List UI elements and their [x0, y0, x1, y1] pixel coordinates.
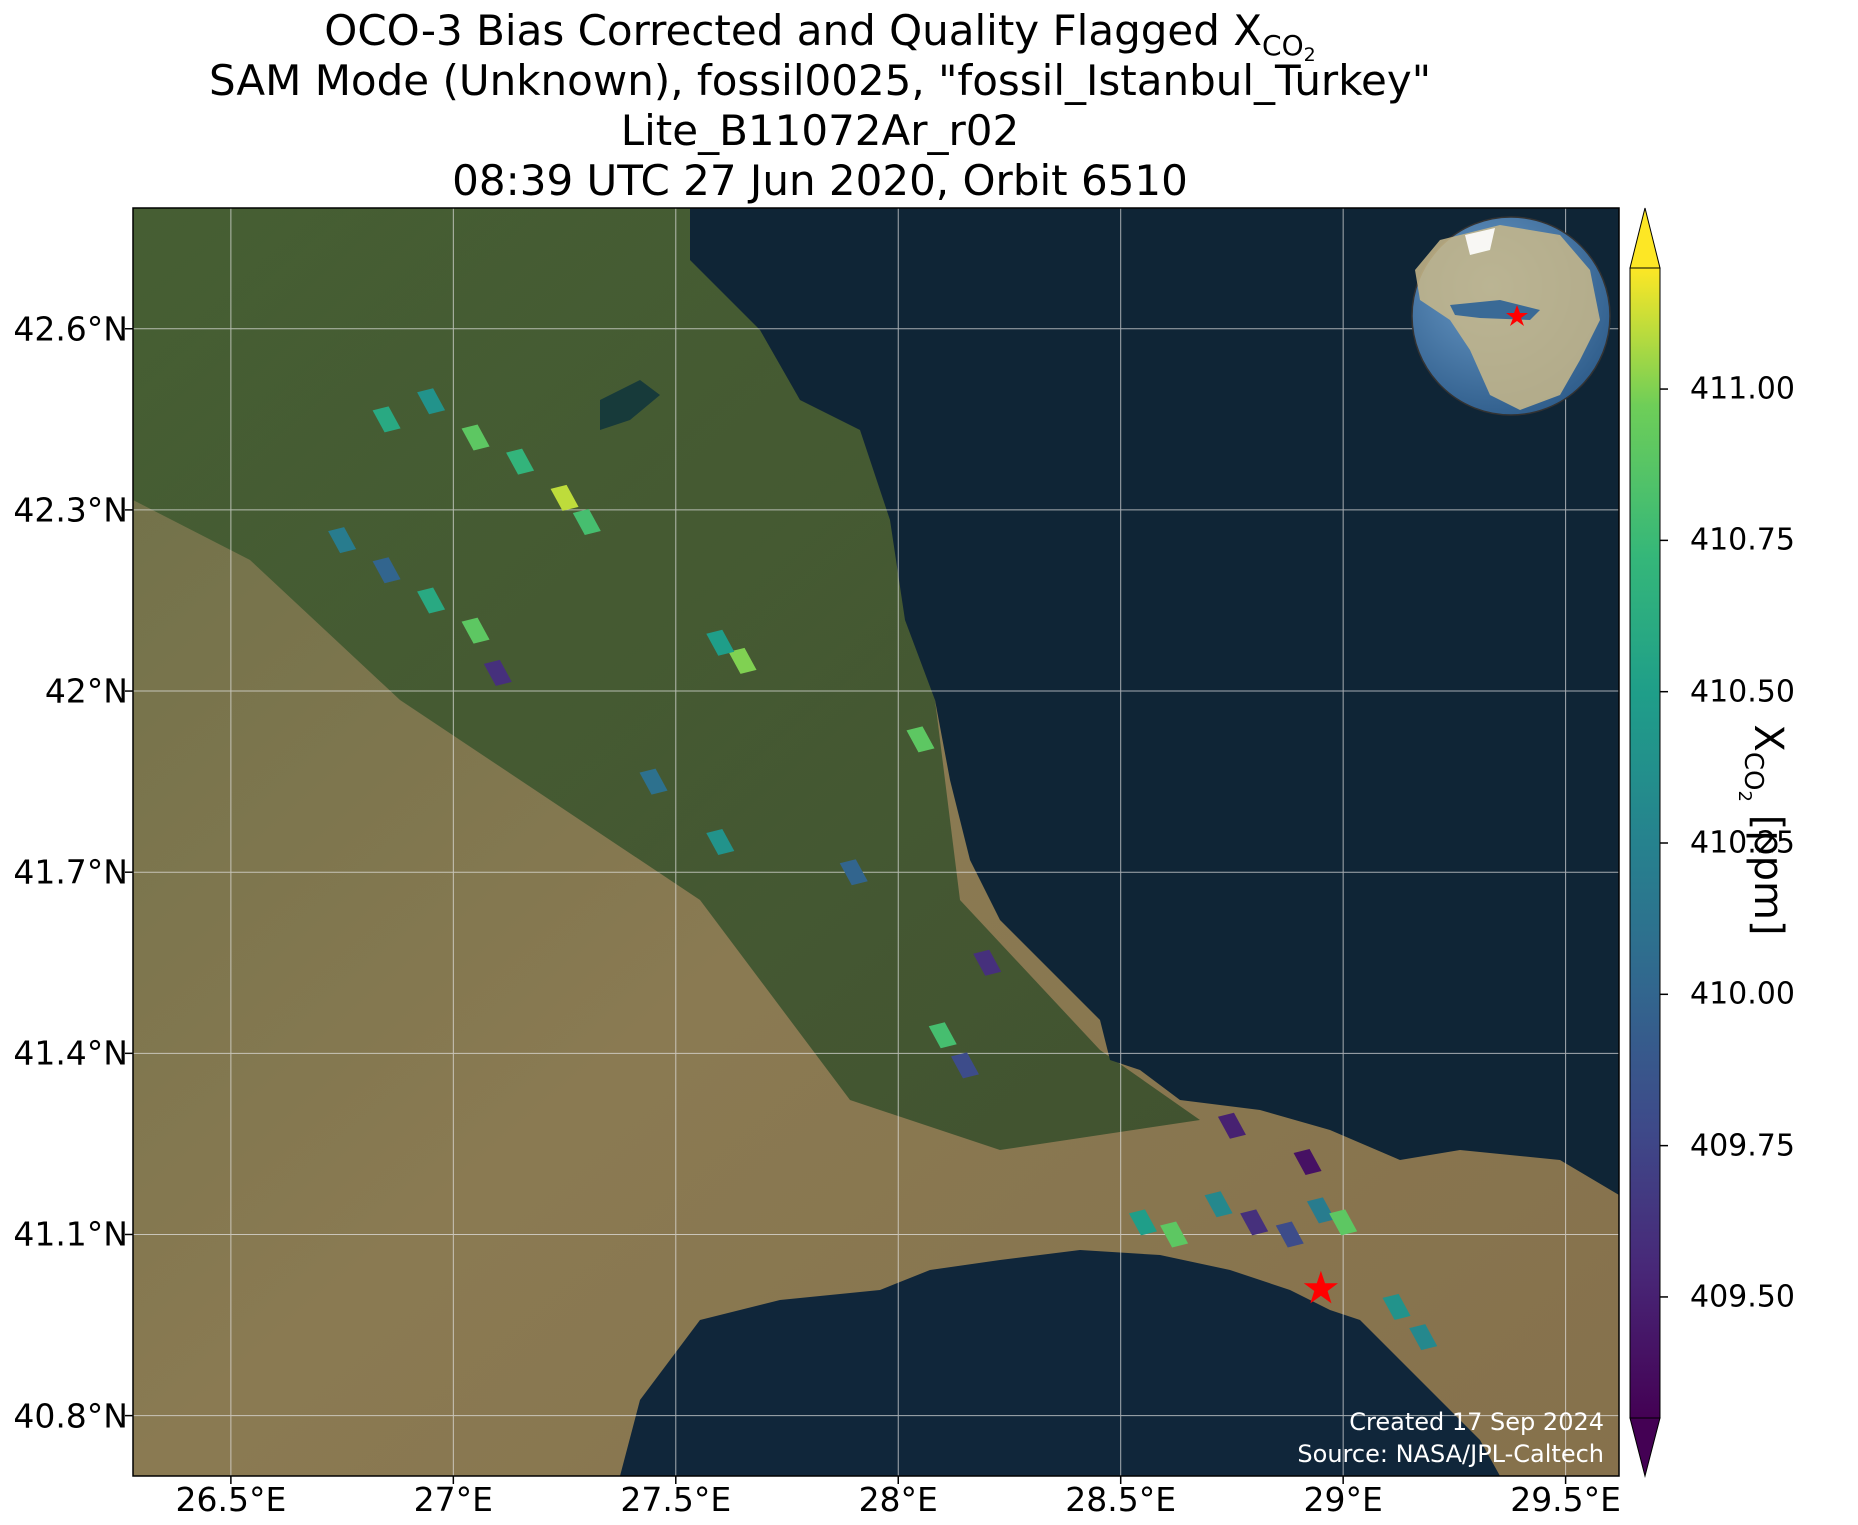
title-line-1: OCO-3 Bias Corrected and Quality Flagged…: [324, 6, 1316, 66]
colorbar-tick-label: 409.75: [1690, 1128, 1795, 1164]
sounding-footprint: [1275, 1221, 1304, 1248]
globe-greenland-icon: [1465, 228, 1495, 255]
sounding-footprint: [1217, 1112, 1246, 1139]
sounding-footprint: [728, 647, 757, 674]
colorbar-tick-label: 410.00: [1690, 976, 1795, 1012]
colorbar-tick-label: 410.25: [1690, 825, 1795, 861]
sounding-footprint: [1409, 1324, 1438, 1351]
forest-region: [133, 208, 1200, 1150]
x-tick-label: 28°E: [858, 1480, 938, 1519]
colorbar-extend-top: [1629, 207, 1661, 269]
y-tick-label: 40.8°N: [13, 1396, 128, 1436]
sounding-footprint: [372, 557, 401, 584]
sounding-footprint: [639, 768, 668, 795]
sounding-footprint: [1204, 1191, 1233, 1218]
sea-of-marmara: [620, 1250, 1500, 1476]
y-tick-label: 42.3°N: [13, 490, 128, 530]
colorbar-tick-label: 411.00: [1690, 371, 1795, 407]
black-sea: [690, 208, 1619, 1195]
sounding-footprint: [1329, 1209, 1358, 1236]
colorbar: [1629, 207, 1668, 1478]
sounding-footprint: [906, 726, 935, 753]
sounding-footprint: [1293, 1149, 1322, 1176]
colorbar-tick-label: 409.50: [1690, 1279, 1795, 1315]
soundings-layer: [328, 388, 1438, 1351]
title-line-3: Lite_B11072Ar_r02: [620, 106, 1020, 155]
colorbar-gradient: [1629, 267, 1661, 1419]
inset-globe: [1411, 216, 1611, 416]
sounding-footprint: [706, 629, 735, 656]
sounding-footprint: [550, 484, 579, 511]
lagoon: [600, 380, 660, 430]
sounding-footprint: [483, 659, 512, 686]
colorbar-tick-label: 410.50: [1690, 674, 1795, 710]
globe-star-icon: [1506, 305, 1528, 326]
sounding-footprint: [950, 1052, 979, 1079]
target-star-icon: [1303, 1270, 1338, 1304]
y-tick-label: 41.1°N: [13, 1214, 128, 1254]
sounding-footprint: [417, 388, 446, 415]
colorbar-tick-label: 410.75: [1690, 522, 1795, 558]
x-tick-label: 27°E: [413, 1480, 493, 1519]
map-frame: [132, 207, 1620, 1477]
sounding-footprint: [328, 527, 357, 554]
sounding-footprint: [706, 829, 735, 855]
sounding-footprint: [1128, 1209, 1157, 1236]
sounding-footprint: [973, 949, 1002, 976]
colorbar-extend-bottom: [1629, 1417, 1661, 1478]
sounding-footprint: [461, 617, 490, 644]
sounding-footprint: [1240, 1209, 1269, 1236]
x-tick-label: 29.5°E: [1510, 1480, 1622, 1519]
title-line-2: SAM Mode (Unknown), fossil0025, "fossil_…: [208, 56, 1432, 105]
x-tick-label: 28.5°E: [1065, 1480, 1177, 1519]
sounding-footprint: [928, 1022, 957, 1049]
x-tick-label: 26.5°E: [175, 1480, 287, 1519]
sounding-footprint: [1306, 1197, 1335, 1224]
sounding-footprint: [1160, 1221, 1189, 1248]
x-tick-label: 27.5°E: [620, 1480, 732, 1519]
title-line-4: 08:39 UTC 27 Jun 2020, Orbit 6510: [452, 156, 1188, 205]
credit-created: Created 17 Sep 2024: [1349, 1408, 1604, 1436]
y-tick-label: 42°N: [44, 671, 128, 711]
gridlines: [133, 208, 1619, 1476]
sounding-footprint: [417, 587, 446, 614]
sounding-footprint: [372, 406, 401, 433]
sounding-footprint: [1382, 1293, 1411, 1320]
sounding-footprint: [506, 448, 535, 475]
y-tick-label: 41.7°N: [13, 852, 128, 892]
y-tick-label: 42.6°N: [13, 309, 128, 349]
sounding-footprint: [839, 859, 868, 886]
colorbar-label: XCO2 [ppm]: [1734, 724, 1791, 936]
x-tick-label: 29°E: [1303, 1480, 1383, 1519]
y-tick-label: 41.4°N: [13, 1033, 128, 1073]
sounding-footprint: [461, 424, 490, 451]
sounding-footprint: [572, 508, 601, 535]
credit-source: Source: NASA/JPL-Caltech: [1297, 1440, 1604, 1468]
